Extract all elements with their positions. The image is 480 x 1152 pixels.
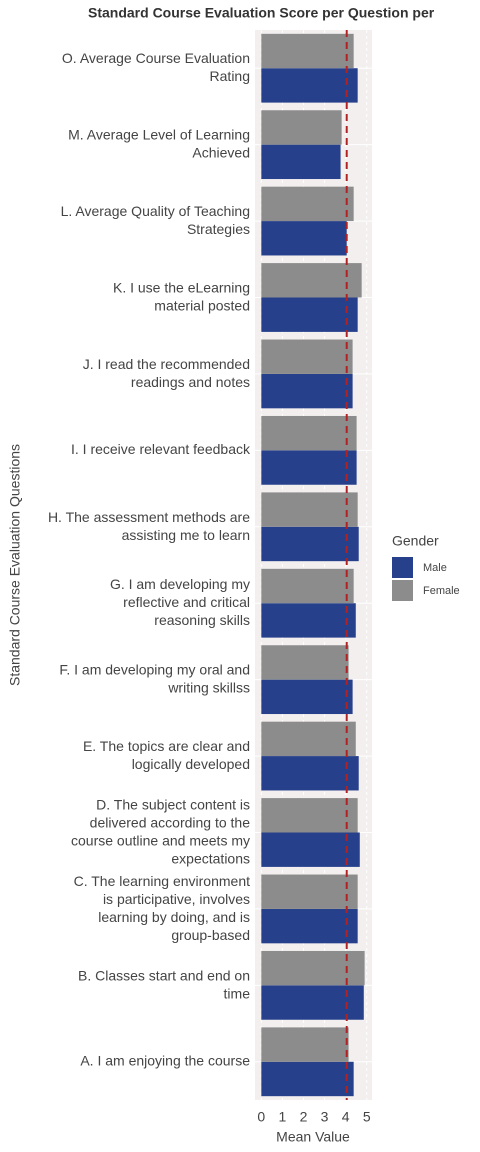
bar xyxy=(261,492,358,527)
x-tick-label: 3 xyxy=(321,1109,329,1125)
bar xyxy=(261,450,357,485)
bar xyxy=(261,373,353,409)
y-tick-label: M. Average Level of Learning Achieved xyxy=(68,126,250,160)
legend-swatch xyxy=(392,580,413,601)
bar xyxy=(261,908,358,944)
legend-label: Male xyxy=(423,562,447,574)
x-tick-label: 2 xyxy=(300,1109,308,1125)
bar xyxy=(261,568,354,604)
chart-title: Standard Course Evaluation Score per Que… xyxy=(88,5,435,21)
bar xyxy=(261,1027,349,1062)
y-tick-label: H. The assessment methods are assisting m… xyxy=(48,508,250,542)
y-tick-label: A. I am enjoying the course xyxy=(80,1052,250,1068)
bar xyxy=(261,721,356,757)
y-tick-label: K. I use the eLearning material posted xyxy=(113,279,250,313)
x-tick-label: 1 xyxy=(279,1109,287,1125)
bar xyxy=(261,1061,354,1097)
legend-title: Gender xyxy=(392,533,439,549)
y-axis-title: Standard Course Evaluation Questions xyxy=(7,444,23,686)
y-tick-label: B. Classes start and end on time xyxy=(78,967,250,1001)
bar xyxy=(261,263,362,298)
bar xyxy=(261,221,347,256)
y-tick-label: D. The subject content is delivered accor… xyxy=(71,796,250,866)
bar xyxy=(261,110,342,145)
y-tick-label: I. I receive relevant feedback xyxy=(71,441,251,457)
bar xyxy=(261,68,358,103)
bar xyxy=(261,144,341,180)
bar xyxy=(261,756,359,791)
bar xyxy=(261,415,357,451)
bar xyxy=(261,339,353,374)
bar xyxy=(261,798,358,833)
bar xyxy=(261,985,364,1020)
y-tick-label: G. I am developing my reflective and crit… xyxy=(110,576,250,628)
legend-label: Female xyxy=(423,585,460,597)
x-axis-title: Mean Value xyxy=(276,1129,350,1145)
bar xyxy=(261,603,356,638)
bar xyxy=(261,297,358,332)
x-tick-label: 0 xyxy=(257,1109,265,1125)
y-tick-label: L. Average Quality of Teaching Strategies xyxy=(61,203,250,237)
bar xyxy=(261,186,354,222)
bar xyxy=(261,33,354,69)
x-tick-label: 5 xyxy=(363,1109,371,1125)
bar xyxy=(261,679,353,715)
y-tick-label: E. The topics are clear and logically dev… xyxy=(83,738,250,772)
y-tick-label: C. The learning environment is participat… xyxy=(74,873,251,943)
y-tick-label: O. Average Course Evaluation Rating xyxy=(62,50,250,84)
y-tick-label: F. I am developing my oral and writing sk… xyxy=(59,661,250,695)
bar xyxy=(261,874,358,909)
y-tick-label: J. I read the recommended readings and no… xyxy=(83,356,250,390)
bar xyxy=(261,645,349,680)
bar xyxy=(261,950,365,986)
legend-swatch xyxy=(392,557,413,578)
bar xyxy=(261,526,359,562)
x-tick-label: 4 xyxy=(342,1109,350,1125)
bar xyxy=(261,832,360,867)
